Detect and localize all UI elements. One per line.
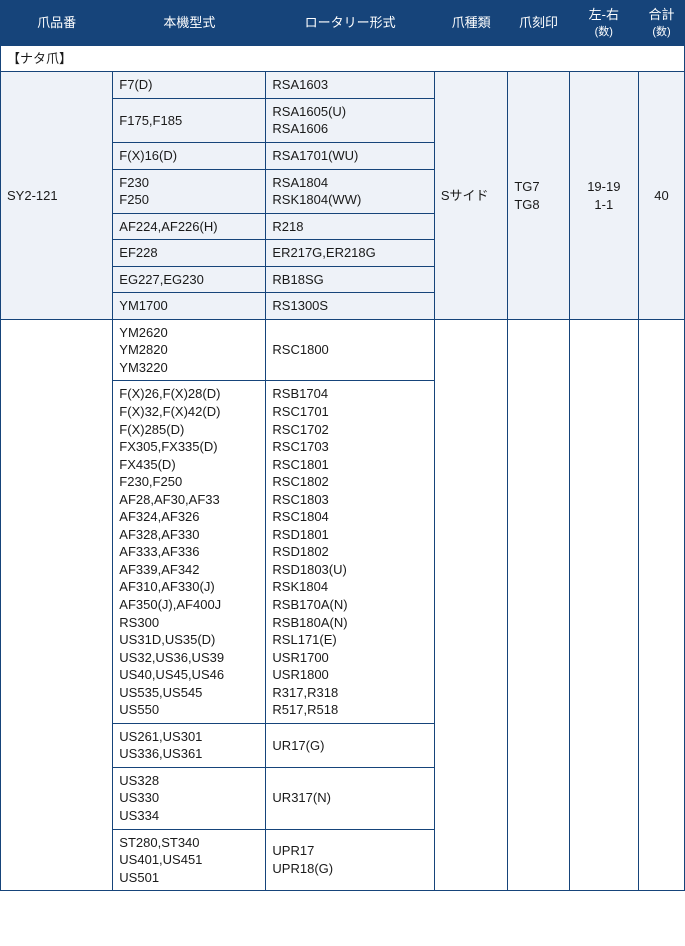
header-stamp: 爪刻印 <box>508 1 569 46</box>
cell-machine: EF228 <box>113 240 266 267</box>
table-body: 【ナタ爪】 SY2-121 F7(D) RSA1603 Sサイド TG7TG8 … <box>1 45 685 890</box>
header-type: 爪種類 <box>434 1 508 46</box>
table-head: 爪品番 本機型式 ロータリー形式 爪種類 爪刻印 左-右 (数) 合計 (数) <box>1 1 685 46</box>
cell-total: 40 <box>639 72 685 319</box>
section-label: 【ナタ爪】 <box>1 45 685 72</box>
cell-machine: ST280,ST340US401,US451US501 <box>113 829 266 891</box>
cell-machine: F230F250 <box>113 169 266 213</box>
cell-total <box>639 319 685 890</box>
cell-rotary: RSA1603 <box>266 72 434 99</box>
table-row: SY2-121 F7(D) RSA1603 Sサイド TG7TG8 19-191… <box>1 72 685 99</box>
cell-rotary: UR317(N) <box>266 767 434 829</box>
table-wrapper: 爪品番 本機型式 ロータリー形式 爪種類 爪刻印 左-右 (数) 合計 (数) … <box>0 0 685 891</box>
header-total-line1: 合計 <box>649 7 675 22</box>
cell-rotary: RSB1704RSC1701RSC1702RSC1703RSC1801RSC18… <box>266 381 434 723</box>
cell-partno <box>1 319 113 890</box>
cell-rotary: RB18SG <box>266 266 434 293</box>
header-lr-line2: (数) <box>595 26 613 38</box>
cell-type <box>434 319 508 890</box>
parts-table: 爪品番 本機型式 ロータリー形式 爪種類 爪刻印 左-右 (数) 合計 (数) … <box>0 0 685 891</box>
cell-machine: F(X)16(D) <box>113 142 266 169</box>
cell-rotary: UPR17UPR18(G) <box>266 829 434 891</box>
cell-rotary: RSA1804RSK1804(WW) <box>266 169 434 213</box>
cell-machine: F175,F185 <box>113 98 266 142</box>
cell-lr <box>569 319 638 890</box>
cell-lr: 19-191-1 <box>569 72 638 319</box>
cell-stamp: TG7TG8 <box>508 72 569 319</box>
cell-rotary: RSA1605(U)RSA1606 <box>266 98 434 142</box>
cell-stamp <box>508 319 569 890</box>
header-lr: 左-右 (数) <box>569 1 638 46</box>
cell-machine: F7(D) <box>113 72 266 99</box>
cell-rotary: RS1300S <box>266 293 434 320</box>
header-partno: 爪品番 <box>1 1 113 46</box>
cell-rotary: UR17(G) <box>266 723 434 767</box>
cell-machine: EG227,EG230 <box>113 266 266 293</box>
table-row: YM2620YM2820YM3220 RSC1800 <box>1 319 685 381</box>
cell-type: Sサイド <box>434 72 508 319</box>
cell-rotary: ER217G,ER218G <box>266 240 434 267</box>
header-total-line2: (数) <box>652 26 670 38</box>
cell-rotary: RSA1701(WU) <box>266 142 434 169</box>
cell-machine: YM1700 <box>113 293 266 320</box>
cell-machine: AF224,AF226(H) <box>113 213 266 240</box>
cell-machine: US328US330US334 <box>113 767 266 829</box>
section-row: 【ナタ爪】 <box>1 45 685 72</box>
cell-machine: YM2620YM2820YM3220 <box>113 319 266 381</box>
cell-rotary: R218 <box>266 213 434 240</box>
header-machine: 本機型式 <box>113 1 266 46</box>
cell-rotary: RSC1800 <box>266 319 434 381</box>
cell-machine: F(X)26,F(X)28(D)F(X)32,F(X)42(D)F(X)285(… <box>113 381 266 723</box>
header-total: 合計 (数) <box>639 1 685 46</box>
header-lr-line1: 左-右 <box>589 7 619 22</box>
cell-partno: SY2-121 <box>1 72 113 319</box>
cell-machine: US261,US301US336,US361 <box>113 723 266 767</box>
header-rotary: ロータリー形式 <box>266 1 434 46</box>
